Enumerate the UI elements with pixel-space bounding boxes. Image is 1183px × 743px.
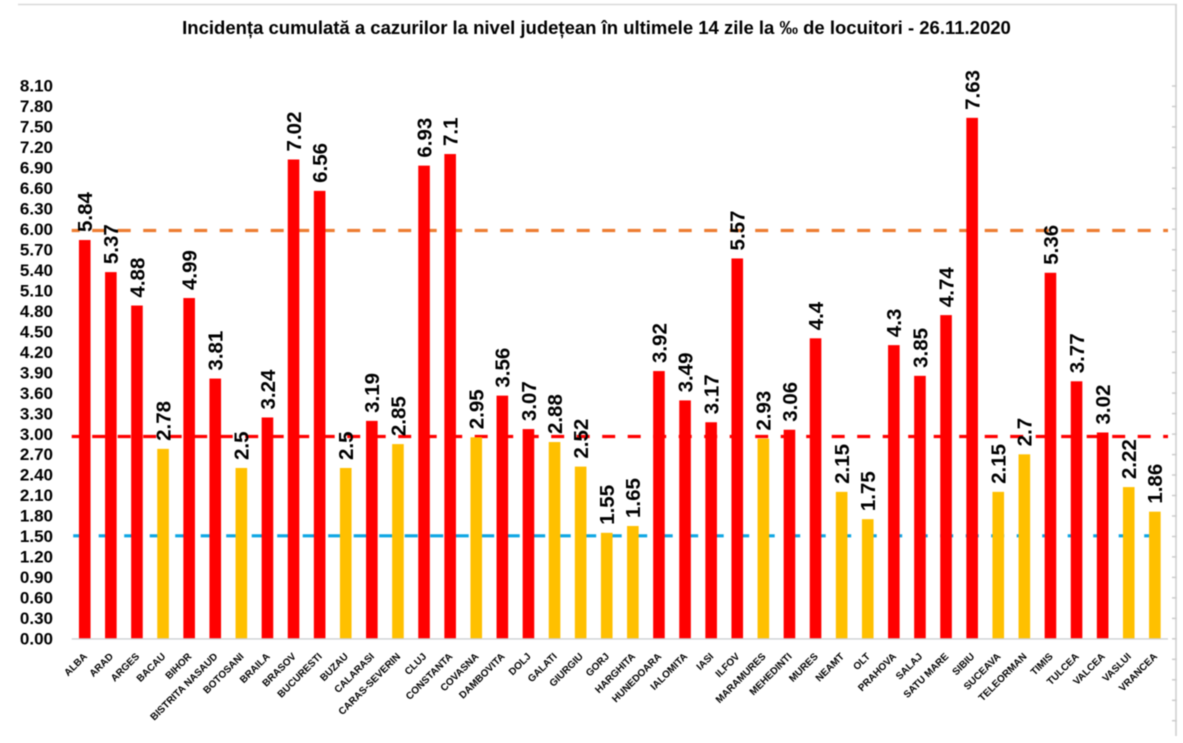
svg-text:3.77: 3.77 <box>1066 333 1089 373</box>
svg-text:8.10: 8.10 <box>20 77 53 96</box>
svg-text:7.63: 7.63 <box>961 70 984 110</box>
svg-text:6.60: 6.60 <box>20 179 53 198</box>
svg-text:6.30: 6.30 <box>20 200 53 219</box>
svg-text:3.56: 3.56 <box>492 348 515 388</box>
svg-text:2.88: 2.88 <box>544 394 567 434</box>
svg-text:3.19: 3.19 <box>361 373 384 413</box>
svg-text:5.40: 5.40 <box>20 261 53 280</box>
svg-text:2.5: 2.5 <box>335 431 358 460</box>
svg-text:3.00: 3.00 <box>20 425 53 444</box>
svg-text:2.5: 2.5 <box>231 431 254 460</box>
svg-text:1.65: 1.65 <box>622 478 645 518</box>
svg-text:2.52: 2.52 <box>570 419 593 459</box>
svg-text:3.81: 3.81 <box>205 331 228 371</box>
svg-text:6.00: 6.00 <box>20 220 53 239</box>
svg-text:4.99: 4.99 <box>178 250 201 290</box>
svg-text:0.90: 0.90 <box>20 568 53 587</box>
svg-text:2.95: 2.95 <box>466 389 489 429</box>
svg-text:1.75: 1.75 <box>857 471 880 511</box>
svg-text:4.74: 4.74 <box>935 267 958 307</box>
svg-text:4.20: 4.20 <box>20 343 53 362</box>
svg-text:7.02: 7.02 <box>283 112 306 152</box>
svg-text:7.1: 7.1 <box>439 118 462 147</box>
svg-text:1.50: 1.50 <box>20 527 53 546</box>
svg-text:2.78: 2.78 <box>152 401 175 441</box>
svg-text:2.10: 2.10 <box>20 486 53 505</box>
svg-text:0.60: 0.60 <box>20 589 53 608</box>
svg-text:2.7: 2.7 <box>1014 418 1037 447</box>
svg-text:3.24: 3.24 <box>257 369 280 409</box>
svg-text:2.15: 2.15 <box>988 444 1011 484</box>
svg-text:3.17: 3.17 <box>700 374 723 414</box>
svg-text:0.00: 0.00 <box>20 630 53 649</box>
svg-text:7.20: 7.20 <box>20 138 53 157</box>
svg-text:5.57: 5.57 <box>727 211 750 251</box>
svg-text:6.56: 6.56 <box>309 143 332 183</box>
svg-text:3.92: 3.92 <box>648 323 671 363</box>
svg-text:3.30: 3.30 <box>20 404 53 423</box>
svg-text:1.80: 1.80 <box>20 507 53 526</box>
svg-text:3.06: 3.06 <box>779 382 802 422</box>
svg-text:4.3: 4.3 <box>883 309 906 338</box>
svg-text:4.4: 4.4 <box>805 301 828 330</box>
svg-text:4.50: 4.50 <box>20 322 53 341</box>
svg-text:4.80: 4.80 <box>20 302 53 321</box>
svg-text:5.10: 5.10 <box>20 281 53 300</box>
svg-text:5.37: 5.37 <box>100 224 123 264</box>
svg-text:6.93: 6.93 <box>413 118 436 158</box>
svg-text:5.84: 5.84 <box>74 192 97 232</box>
svg-text:3.07: 3.07 <box>518 381 541 421</box>
svg-text:4.88: 4.88 <box>126 258 149 298</box>
svg-text:7.80: 7.80 <box>20 97 53 116</box>
svg-text:3.49: 3.49 <box>674 353 697 393</box>
svg-text:2.70: 2.70 <box>20 445 53 464</box>
svg-text:2.15: 2.15 <box>831 444 854 484</box>
svg-text:3.90: 3.90 <box>20 363 53 382</box>
svg-text:2.85: 2.85 <box>387 396 410 436</box>
svg-text:5.36: 5.36 <box>1040 225 1063 265</box>
svg-text:2.93: 2.93 <box>753 391 776 431</box>
svg-text:7.50: 7.50 <box>20 118 53 137</box>
svg-text:2.40: 2.40 <box>20 466 53 485</box>
svg-text:3.02: 3.02 <box>1092 385 1115 425</box>
svg-text:1.55: 1.55 <box>596 485 619 525</box>
svg-text:1.20: 1.20 <box>20 548 53 567</box>
svg-text:3.85: 3.85 <box>909 328 932 368</box>
svg-text:0.30: 0.30 <box>20 609 53 628</box>
svg-text:Incidența cumulată a cazurilor: Incidența cumulată a cazurilor la nivel … <box>182 17 1011 38</box>
svg-text:3.60: 3.60 <box>20 384 53 403</box>
svg-text:5.70: 5.70 <box>20 241 53 260</box>
svg-text:6.90: 6.90 <box>20 159 53 178</box>
svg-text:1.86: 1.86 <box>1144 464 1167 504</box>
svg-text:2.22: 2.22 <box>1118 439 1141 479</box>
